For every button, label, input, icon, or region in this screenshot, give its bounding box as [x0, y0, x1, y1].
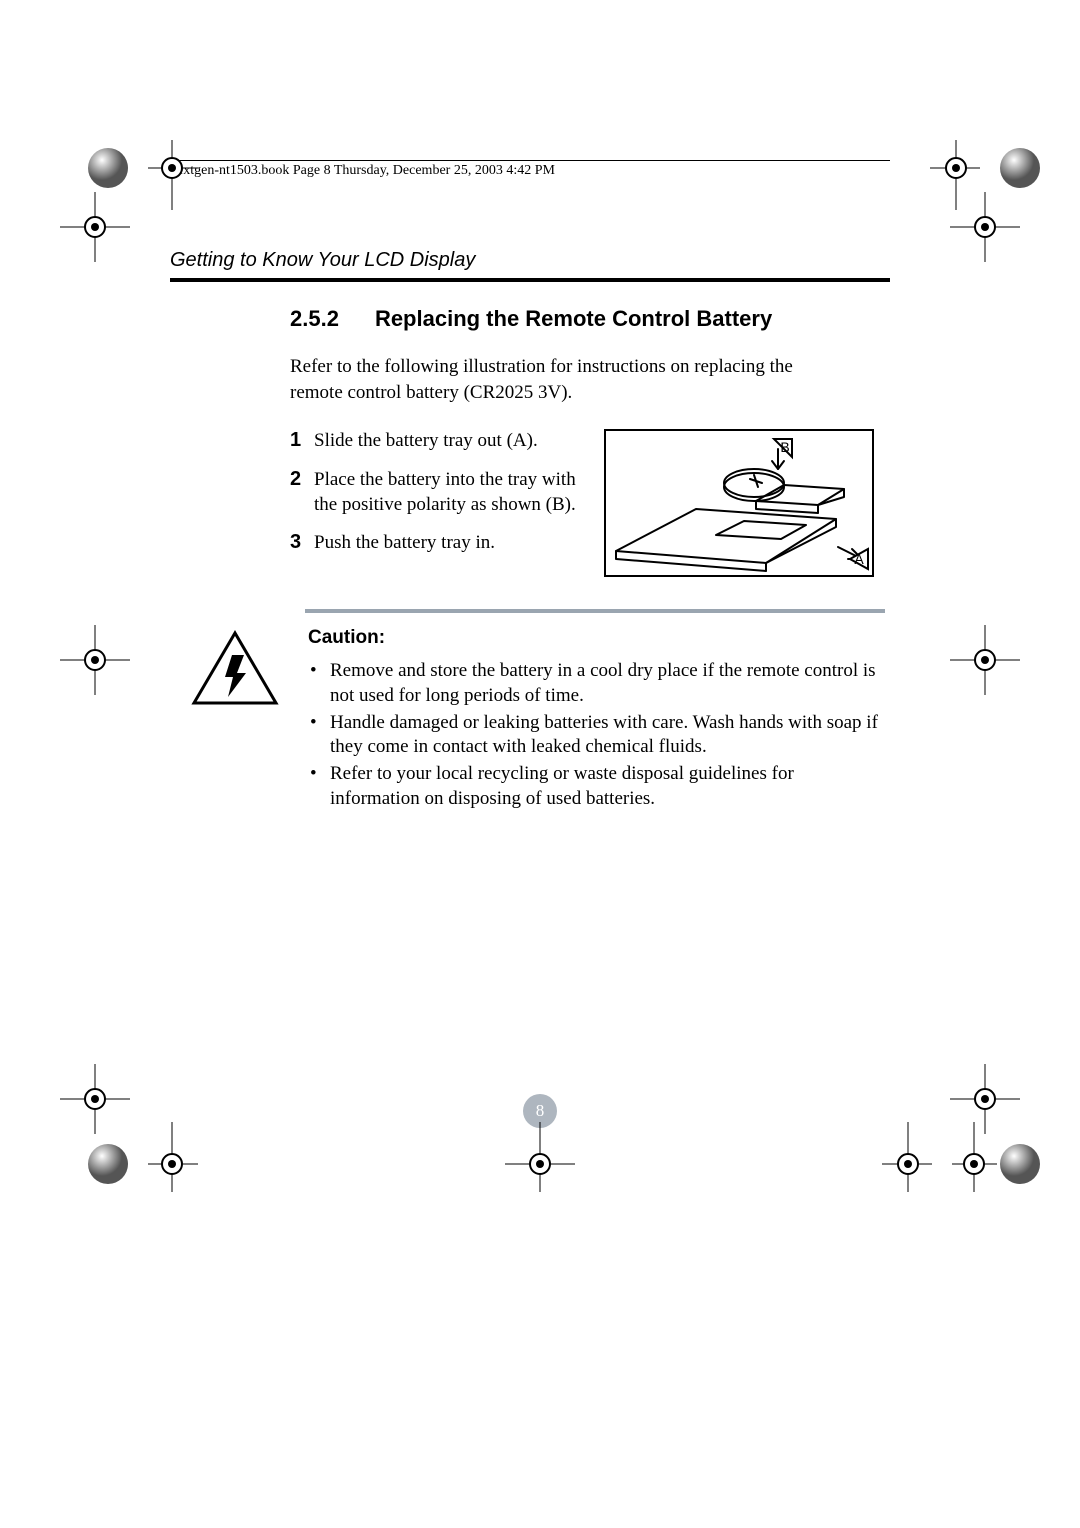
step-text: Place the battery into the tray with the…: [314, 468, 580, 517]
intro-paragraph: Refer to the following illustration for …: [290, 354, 830, 405]
reg-mark-icon: [950, 625, 1020, 695]
caution-body: Caution: Remove and store the battery in…: [308, 627, 888, 813]
reg-mark-icon: [60, 625, 130, 695]
caution-item: Refer to your local recycling or waste d…: [330, 762, 888, 811]
book-slug-header: nextgen-nt1503.book Page 8 Thursday, Dec…: [170, 160, 890, 179]
step-item: 1 Slide the battery tray out (A).: [290, 429, 580, 454]
chapter-title: Getting to Know Your LCD Display: [170, 249, 890, 282]
step-text: Slide the battery tray out (A).: [314, 429, 538, 454]
reg-mark-icon: [60, 192, 130, 262]
page-content: nextgen-nt1503.book Page 8 Thursday, Dec…: [170, 160, 890, 813]
steps-list: 1 Slide the battery tray out (A). 2 Plac…: [290, 429, 580, 577]
steps-area: 1 Slide the battery tray out (A). 2 Plac…: [290, 429, 890, 577]
caution-heading: Caution:: [308, 627, 888, 649]
page-number: 8: [536, 1101, 545, 1121]
step-item: 2 Place the battery into the tray with t…: [290, 468, 580, 517]
reg-mark-icon: [950, 192, 1020, 262]
battery-illustration: A B: [604, 429, 874, 577]
step-text: Push the battery tray in.: [314, 531, 495, 556]
step-number: 3: [290, 531, 314, 556]
step-number: 2: [290, 468, 314, 517]
caution-block: Caution: Remove and store the battery in…: [190, 627, 890, 813]
step-item: 3 Push the battery tray in.: [290, 531, 580, 556]
step-number: 1: [290, 429, 314, 454]
reg-mark-icon: [882, 1122, 1042, 1192]
caution-divider: [305, 609, 885, 613]
caution-item: Remove and store the battery in a cool d…: [330, 659, 888, 708]
section-heading: 2.5.2 Replacing the Remote Control Batte…: [290, 306, 890, 332]
section-number: 2.5.2: [290, 306, 339, 332]
reg-mark-icon: [505, 1122, 575, 1192]
caution-item: Handle damaged or leaking batteries with…: [330, 711, 888, 760]
caution-icon: [190, 627, 280, 813]
caution-list: Remove and store the battery in a cool d…: [308, 659, 888, 811]
reg-mark-icon: [78, 1122, 198, 1192]
illustration-label-a: A: [854, 551, 864, 567]
section-title: Replacing the Remote Control Battery: [375, 306, 772, 331]
illustration-label-b: B: [780, 439, 789, 455]
